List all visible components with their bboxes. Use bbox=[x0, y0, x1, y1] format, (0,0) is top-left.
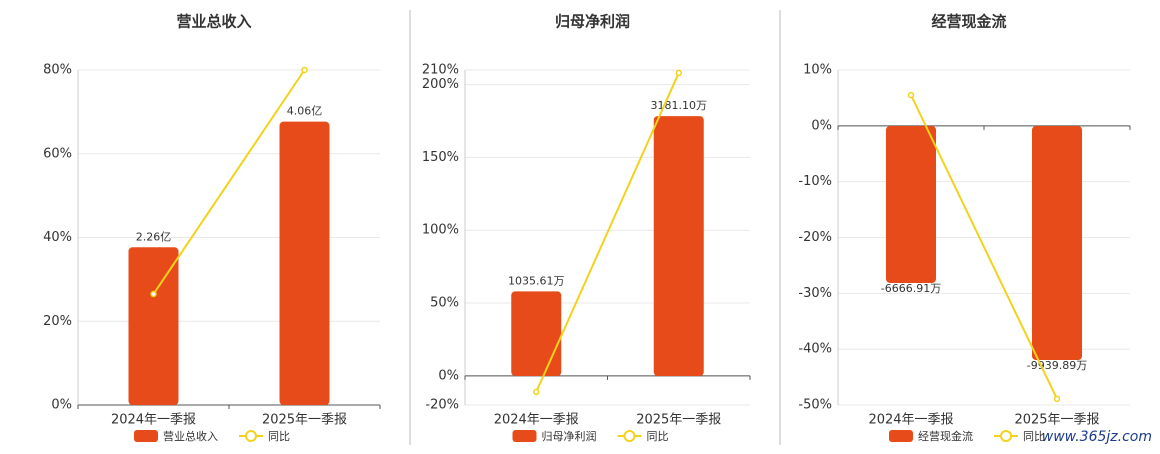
legend-label: 营业总收入 bbox=[163, 429, 218, 443]
y-tick-label: 210% bbox=[422, 63, 459, 78]
data-label: -6666.91万 bbox=[881, 282, 941, 295]
line bbox=[910, 94, 1058, 400]
y-tick-label: 0% bbox=[438, 368, 459, 383]
x-tick-label: 2025年一季报 bbox=[636, 413, 721, 428]
bar bbox=[1032, 126, 1082, 360]
line-point bbox=[1053, 395, 1061, 403]
data-label: 3181.10万 bbox=[651, 99, 708, 112]
x-tick-label: 2024年一季报 bbox=[111, 413, 196, 428]
x-tick-label: 2025年一季报 bbox=[1014, 413, 1099, 428]
bar bbox=[128, 247, 179, 405]
legend-swatch bbox=[1000, 430, 1012, 442]
y-tick-label: -20% bbox=[425, 398, 459, 413]
bar bbox=[279, 121, 330, 405]
data-label: 4.06亿 bbox=[287, 105, 323, 118]
legend-swatch bbox=[623, 430, 636, 442]
bar bbox=[511, 291, 562, 376]
legend-label: 归母净利润 bbox=[542, 429, 597, 443]
line-point bbox=[907, 91, 915, 99]
chart-title: 归母净利润 bbox=[555, 13, 630, 31]
line-point bbox=[533, 388, 540, 396]
y-tick-label: -40% bbox=[798, 342, 832, 357]
line bbox=[535, 72, 680, 393]
x-tick-label: 2024年一季报 bbox=[494, 413, 579, 428]
data-label: -9939.89万 bbox=[1027, 359, 1087, 372]
data-label: 1035.61万 bbox=[508, 274, 565, 287]
y-tick-label: -10% bbox=[798, 174, 832, 189]
legend-label: 同比 bbox=[1023, 430, 1045, 443]
legend-swatch bbox=[889, 430, 913, 442]
y-tick-label: -20% bbox=[798, 230, 832, 245]
y-tick-label: 0% bbox=[51, 398, 72, 413]
chart-title: 营业总收入 bbox=[176, 13, 251, 31]
y-tick-label: 20% bbox=[43, 314, 72, 329]
bar bbox=[653, 116, 704, 376]
y-tick-label: 10% bbox=[803, 63, 832, 78]
y-tick-label: 0% bbox=[811, 118, 832, 133]
x-tick-label: 2025年一季报 bbox=[262, 413, 347, 428]
y-tick-label: 150% bbox=[422, 150, 459, 165]
y-tick-label: -50% bbox=[798, 398, 832, 413]
y-tick-label: 200% bbox=[422, 77, 459, 92]
line-point bbox=[150, 290, 157, 298]
line-point bbox=[675, 69, 682, 77]
legend-label: 同比 bbox=[268, 430, 290, 443]
watermark: www.365jz.com bbox=[1042, 429, 1152, 445]
line bbox=[152, 69, 306, 295]
chart-title: 经营现金流 bbox=[931, 13, 1006, 31]
legend-swatch bbox=[512, 430, 537, 442]
y-tick-label: 40% bbox=[43, 230, 72, 245]
legend-swatch bbox=[245, 430, 257, 442]
line-point bbox=[301, 66, 308, 74]
x-tick-label: 2024年一季报 bbox=[868, 413, 953, 428]
y-tick-label: -30% bbox=[798, 286, 832, 301]
y-tick-label: 50% bbox=[430, 296, 459, 311]
bar bbox=[886, 126, 936, 283]
legend-label: 同比 bbox=[647, 430, 669, 443]
y-tick-label: 100% bbox=[422, 223, 459, 238]
y-tick-label: 60% bbox=[43, 146, 72, 161]
legend-swatch bbox=[134, 430, 158, 442]
y-tick-label: 80% bbox=[43, 63, 72, 78]
data-label: 2.26亿 bbox=[136, 230, 172, 243]
legend-label: 经营现金流 bbox=[918, 429, 973, 443]
